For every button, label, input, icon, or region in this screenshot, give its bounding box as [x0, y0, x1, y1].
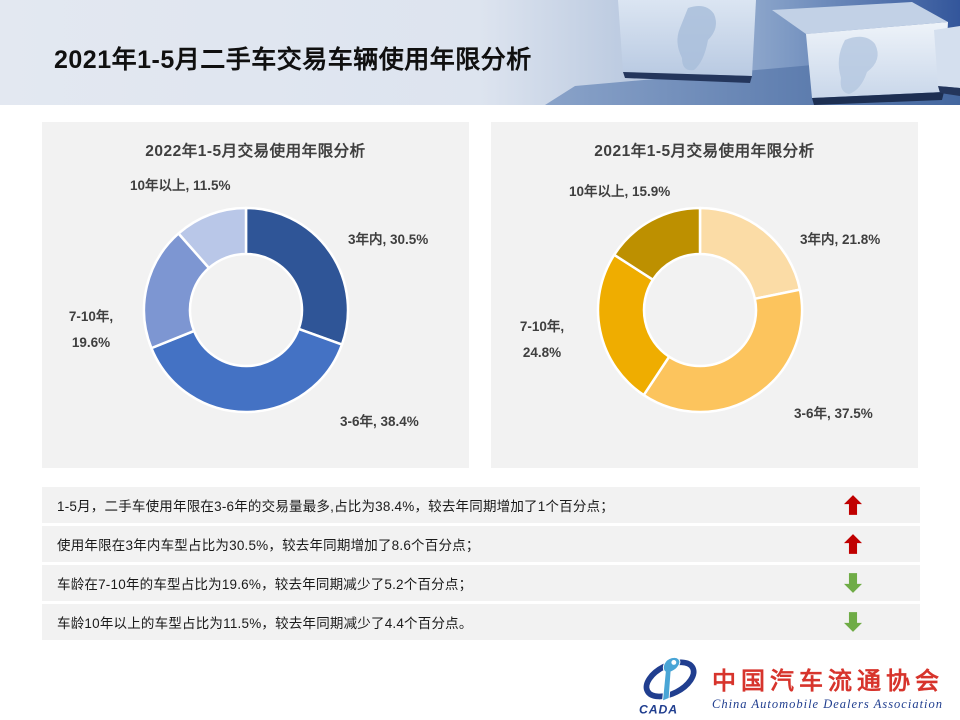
insight-text: 车龄10年以上的车型占比为11.5%，较去年同期减少了4.4个百分点。	[57, 616, 473, 631]
trend-up-icon	[844, 495, 862, 515]
insights-list: 1-5月，二手车使用年限在3-6年的交易量最多,占比为38.4%，较去年同期增加…	[42, 487, 920, 643]
header-banner: 2021年1-5月二手车交易车辆使用年限分析	[0, 0, 960, 105]
slice-label-7-10-line2: 19.6%	[71, 335, 111, 351]
trend-down-icon	[844, 612, 862, 632]
org-name-english: China Automobile Dealers Association	[712, 696, 944, 711]
donut-slice-3-6年	[642, 288, 804, 414]
slice-label-7-10-line1: 7-10年,	[68, 309, 114, 324]
cada-logo: CADA 中国汽车流通协会 China Automobile Dealers A…	[638, 654, 944, 718]
slice-label-7-10: 7-10年, 19.6%	[52, 304, 130, 357]
slice-label-under3: 3年内, 21.8%	[800, 232, 881, 247]
trend-up-icon	[844, 534, 862, 554]
slice-label-over10: 10年以上, 15.9%	[569, 184, 671, 199]
donut-slice-3年内	[698, 206, 802, 301]
slice-label-7-10: 7-10年, 24.8%	[503, 314, 581, 367]
insight-text: 1-5月，二手车使用年限在3-6年的交易量最多,占比为38.4%，较去年同期增加…	[57, 499, 614, 514]
slice-label-3-6: 3-6年, 38.4%	[340, 414, 419, 429]
donut-slice-3-6年	[150, 327, 344, 414]
donut-chart-2022	[142, 206, 350, 414]
chart-card-2021: 2021年1-5月交易使用年限分析 10年以上, 15.9% 3年内, 21.8…	[491, 122, 918, 468]
cada-logo-icon: CADA	[639, 656, 697, 716]
donut-chart-2021	[596, 206, 804, 414]
donut-slice-10年以上	[612, 206, 702, 281]
insight-text: 使用年限在3年内车型占比为30.5%，较去年同期增加了8.6个百分点；	[57, 538, 480, 553]
donut-slice-10年以上	[177, 206, 248, 270]
chart-title-2022: 2022年1-5月交易使用年限分析	[145, 143, 366, 160]
slice-label-7-10-line1: 7-10年,	[519, 319, 565, 334]
chart-title-2021: 2021年1-5月交易使用年限分析	[594, 143, 815, 160]
slice-label-7-10-line2: 24.8%	[522, 345, 562, 361]
header-cubes-image	[0, 0, 960, 105]
slice-label-3-6: 3-6年, 37.5%	[794, 406, 873, 421]
insight-row-4: 车龄10年以上的车型占比为11.5%，较去年同期减少了4.4个百分点。	[42, 604, 920, 640]
insight-row-1: 1-5月，二手车使用年限在3-6年的交易量最多,占比为38.4%，较去年同期增加…	[42, 487, 920, 523]
svg-text:CADA: CADA	[639, 702, 678, 716]
slice-label-over10: 10年以上, 11.5%	[130, 178, 231, 193]
insight-text: 车龄在7-10年的车型占比为19.6%，较去年同期减少了5.2个百分点；	[57, 577, 473, 592]
donut-slice-3年内	[244, 206, 350, 346]
donut-slice-7-10年	[596, 253, 671, 397]
org-name-chinese: 中国汽车流通协会	[712, 668, 944, 695]
slice-label-under3: 3年内, 30.5%	[348, 232, 429, 247]
insight-row-3: 车龄在7-10年的车型占比为19.6%，较去年同期减少了5.2个百分点；	[42, 565, 920, 601]
chart-card-2022: 2022年1-5月交易使用年限分析 10年以上, 11.5% 3年内, 30.5…	[42, 122, 469, 468]
trend-down-icon	[844, 573, 862, 593]
insight-row-2: 使用年限在3年内车型占比为30.5%，较去年同期增加了8.6个百分点；	[42, 526, 920, 562]
page-title: 2021年1-5月二手车交易车辆使用年限分析	[54, 46, 532, 74]
